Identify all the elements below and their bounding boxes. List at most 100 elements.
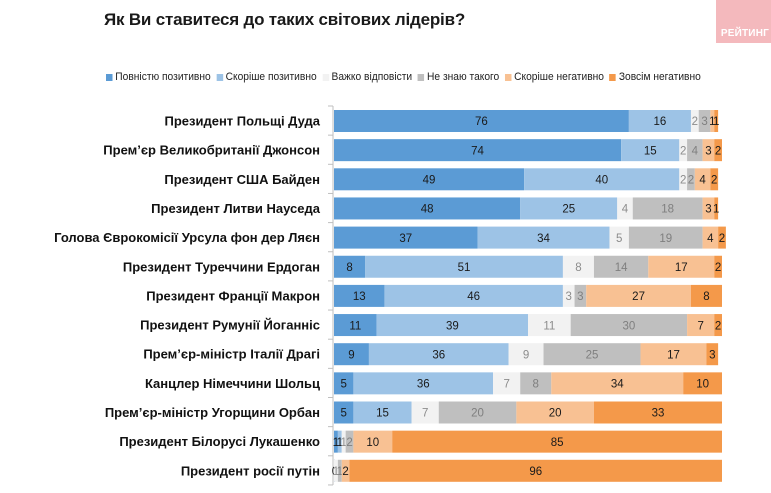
data-label: 20 [471,408,484,420]
data-label: 10 [696,379,709,391]
data-label: 17 [667,349,680,361]
category-label: Президент Білорусі Лукашенко [119,434,320,449]
bar-segment [334,197,521,220]
bar-segment [520,372,552,395]
bar-segment [714,110,719,132]
data-label: 1 [337,466,343,478]
data-label: 4 [622,204,629,216]
data-label: 3 [701,116,707,128]
bar-segment [621,139,680,162]
bar-segment [334,139,622,162]
bar-segment [345,430,354,453]
bar-segment [714,314,722,337]
legend-swatch [417,73,425,81]
bar-segment [710,110,715,132]
legend-item: Важко відповісти [322,71,412,83]
bar-segment [714,255,722,278]
data-label: 3 [709,349,715,361]
bar-segment [508,343,544,366]
bar-segment [710,168,719,191]
bar-segment [524,168,680,191]
bar-segment [411,401,439,424]
bar-segment [341,430,346,453]
category-label: Президент Туреччини Ердоган [123,259,320,274]
category-label: Президент Литви Науседа [151,201,321,216]
data-label: 46 [467,291,480,303]
data-label: 8 [703,291,709,303]
data-label: 5 [616,233,622,245]
data-label: 5 [340,408,346,420]
data-label: 34 [537,233,550,245]
legend-label: Скоріше негативно [514,71,604,83]
data-label: 8 [575,262,581,274]
data-label: 96 [529,466,542,478]
bar-segment [698,110,711,132]
bar-segment [334,226,478,249]
category-label: Президент Румунії Йоганніс [140,318,320,333]
legend-label: Не знаю такого [427,71,500,83]
legend-item: Скоріше негативно [504,71,604,83]
category-label: Канцлер Німеччини Шольц [145,376,320,391]
data-label: 37 [399,233,412,245]
bar-segment [718,226,726,249]
data-label: 1 [333,437,339,449]
bar-segment [574,284,587,307]
bar-segment [543,343,641,366]
bar-segment [337,459,342,482]
bar-segment [528,314,571,337]
category-label: Прем’єр-міністр Угорщини Орбан [105,405,320,420]
data-label: 3 [577,291,583,303]
data-label: 2 [711,175,717,187]
data-label: 3 [705,145,711,157]
data-label: 2 [680,145,686,157]
bar-segment [365,255,563,278]
data-label: 1 [340,437,346,449]
rating-logo-text: РЕЙТИНГ [720,28,769,39]
data-label: 9 [523,349,529,361]
bar-segment [690,110,699,132]
bar-segment [334,284,385,307]
bar-segment [683,372,722,395]
legend-label: Зовсім негативно [618,71,701,83]
bar-segment [679,139,688,162]
data-label: 19 [659,233,672,245]
data-label: 2 [715,145,721,157]
data-label: 34 [611,379,624,391]
bar-segment [334,255,366,278]
bar-segment [562,255,594,278]
bar-segment [702,197,715,220]
data-label: 25 [562,204,575,216]
bar-segment [628,226,703,249]
legend-label: Скоріше позитивно [225,71,317,83]
bar-segment [570,314,688,337]
data-label: 2 [342,466,348,478]
bar-segment [334,168,525,191]
bar-segment [679,168,688,191]
data-label: 39 [446,320,459,332]
data-label: 76 [475,116,488,128]
legend-label: Важко відповісти [331,71,413,83]
data-label: 1 [709,116,715,128]
bar-segment [702,226,719,249]
legend-label: Повністю позитивно [115,71,211,83]
bar-segment [687,139,703,162]
data-label: 36 [417,379,430,391]
bar-segment [516,401,594,424]
data-label: 13 [353,291,366,303]
bar-segment [368,343,509,366]
data-label: 1 [713,204,719,216]
bar-segment [706,343,719,366]
category-label: Прем’єр-міністр Італії Драгі [143,347,320,362]
bar-segment [702,139,715,162]
bar-segment [551,372,684,395]
data-label: 7 [697,320,703,332]
data-label: 36 [432,349,445,361]
category-label: Голова Єврокомісії Урсула фон дер Ляєн [54,230,320,245]
chart-legend: Повністю позитивно Скоріше позитивно Важко… [106,71,701,83]
legend-item: Повністю позитивно [106,71,211,83]
data-label: 7 [422,408,428,420]
legend-swatch [609,73,617,81]
bar-segment [714,197,719,220]
data-label: 49 [423,175,436,187]
